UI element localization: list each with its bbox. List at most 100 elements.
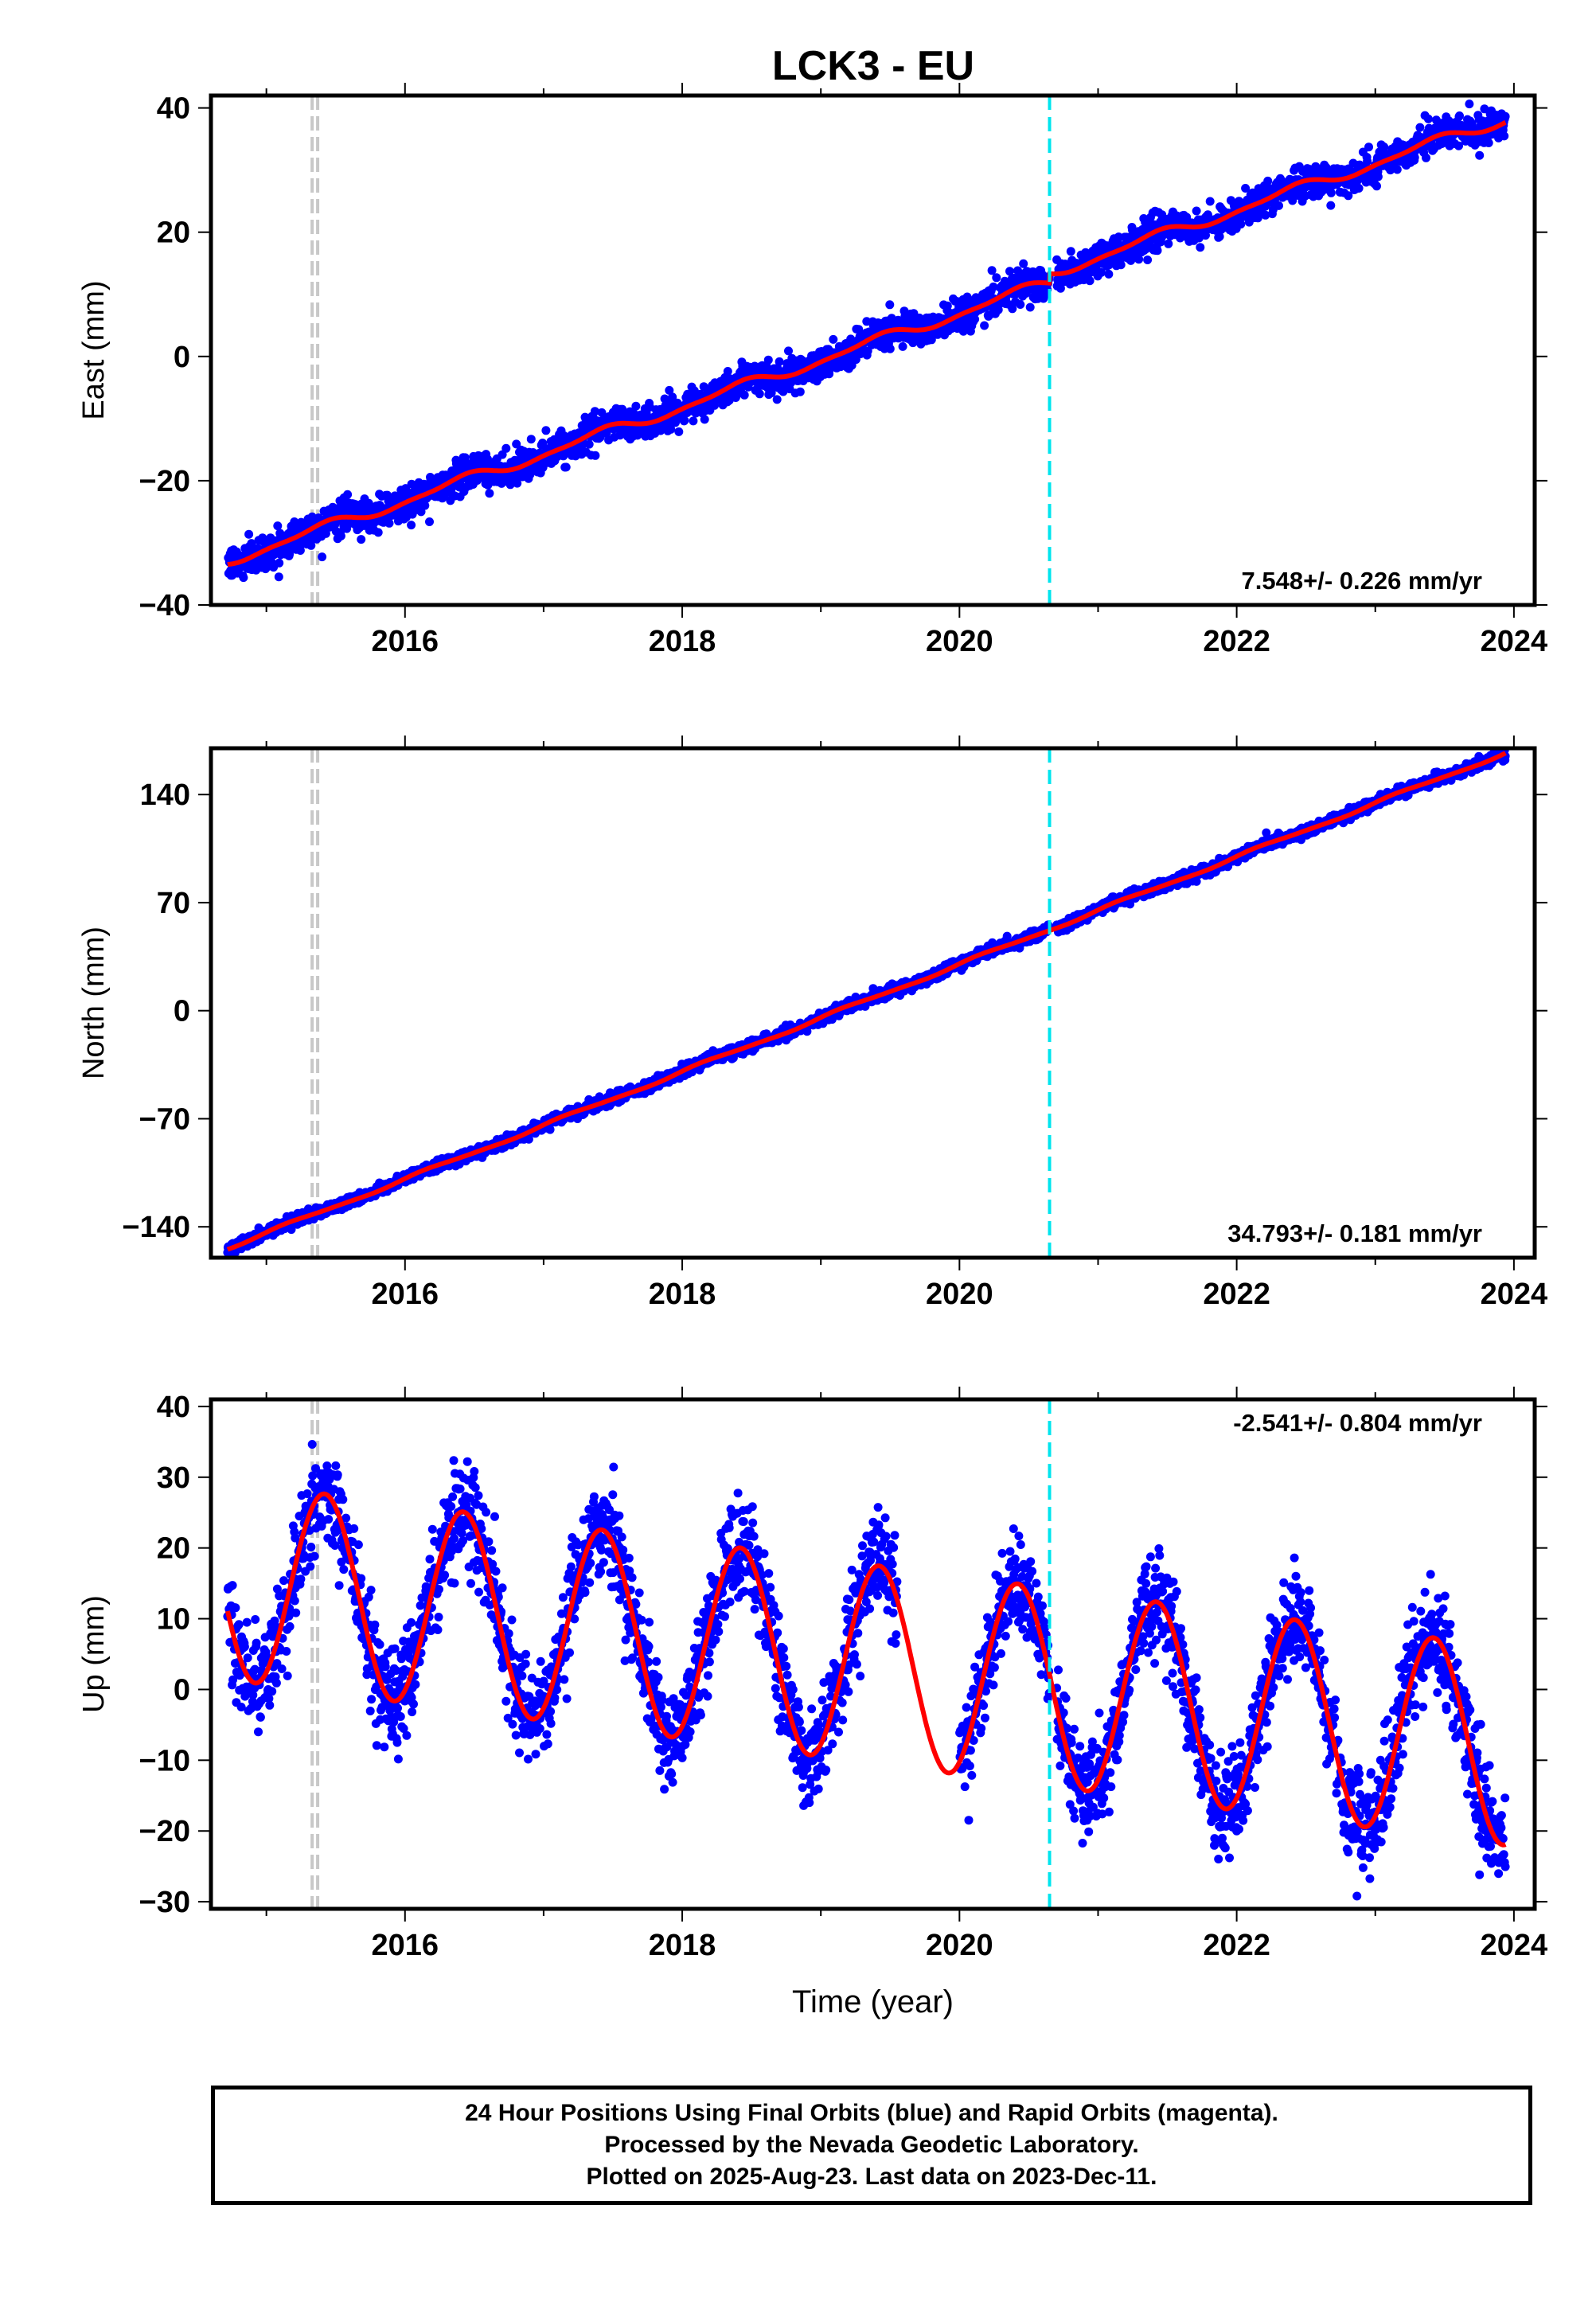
observation-point [460,453,470,462]
observation-point [244,529,254,539]
observation-point [275,558,284,568]
observation-point [1326,201,1336,210]
observation-point [306,540,316,550]
observation-point [1364,142,1373,152]
observation-point [1467,119,1477,128]
observation-point [927,335,936,345]
x-tick-label: 2016 [372,625,439,658]
east-frame [209,93,1537,607]
observation-point [1096,267,1106,277]
observation-point [1500,111,1510,121]
observation-point [680,416,689,425]
observation-point [1025,302,1035,312]
observation-point [513,478,522,488]
observation-point [1354,184,1364,193]
observation-point [723,367,732,376]
observation-point [1241,184,1251,193]
observation-point [1455,111,1464,120]
observation-point [1134,255,1144,264]
observation-point [1066,247,1075,256]
observation-point [854,325,864,334]
observation-point [1215,232,1224,241]
observation-point [668,392,677,402]
y-tick-label: −20 [139,465,190,498]
observation-point [1005,267,1014,276]
observation-point [1205,197,1215,206]
observation-point [1192,206,1201,216]
x-tick-label: 2022 [1203,625,1270,658]
observation-point [885,344,895,353]
observation-point [1344,191,1353,201]
observation-point [239,573,248,583]
observation-point [578,440,587,450]
observation-point [1164,239,1173,248]
observation-point [1410,153,1419,162]
observation-point [631,401,641,411]
observation-point [987,266,997,275]
observation-point [1153,246,1162,256]
observation-point [784,346,793,356]
observation-point [689,416,698,426]
observation-point [898,341,907,351]
observation-point [501,443,511,453]
observation-point [665,385,674,395]
observation-point [970,314,980,324]
observation-point [1056,283,1065,293]
observation-point [1475,150,1485,160]
east-model-line [227,119,1507,568]
observation-point [384,518,394,528]
observation-point [1196,243,1205,252]
observation-point [1454,141,1463,150]
observation-point [1326,188,1336,197]
observation-point [1116,260,1126,270]
x-tick-label: 2020 [926,625,993,658]
observation-point [420,501,430,510]
observation-point [273,521,283,531]
observation-point [1261,210,1270,220]
observation-point [318,552,327,562]
observation-point [545,1125,555,1134]
observation-point [755,389,764,399]
observation-point [597,408,607,417]
observation-point [1016,300,1025,309]
east-y-axis-label: East (mm) [77,280,111,419]
observation-point [1263,176,1273,185]
observation-point [674,427,684,436]
observation-point [989,282,998,291]
observation-point [373,528,383,537]
observation-point [1008,304,1017,314]
observation-point [1274,201,1283,210]
observation-point [357,535,366,544]
observation-point [660,394,669,404]
observation-point [1363,157,1372,166]
y-tick-label: 20 [157,217,190,250]
observation-point [763,355,773,365]
y-tick-label: 40 [157,92,190,126]
x-tick-label: 2018 [649,625,716,658]
observation-point [795,387,805,396]
observation-point [1104,269,1114,279]
observation-point [958,326,968,336]
observation-point [775,357,784,366]
observation-point [1372,181,1381,191]
figure-title: LCK3 - EU [772,43,974,89]
observation-point [541,426,551,435]
observation-point [1114,232,1123,242]
observation-point [942,301,952,310]
observation-point [992,273,1001,283]
east-plot-area [224,96,1510,605]
observation-point [1484,139,1493,147]
observation-point [561,462,571,472]
observation-point [1143,256,1153,264]
observation-point [829,334,838,344]
observation-point [1415,123,1425,132]
observation-point [980,321,989,330]
observation-point [1465,100,1474,109]
observation-point [1236,220,1246,229]
observation-point [1373,172,1383,181]
observation-point [343,490,353,499]
y-tick-label: −40 [139,589,190,622]
